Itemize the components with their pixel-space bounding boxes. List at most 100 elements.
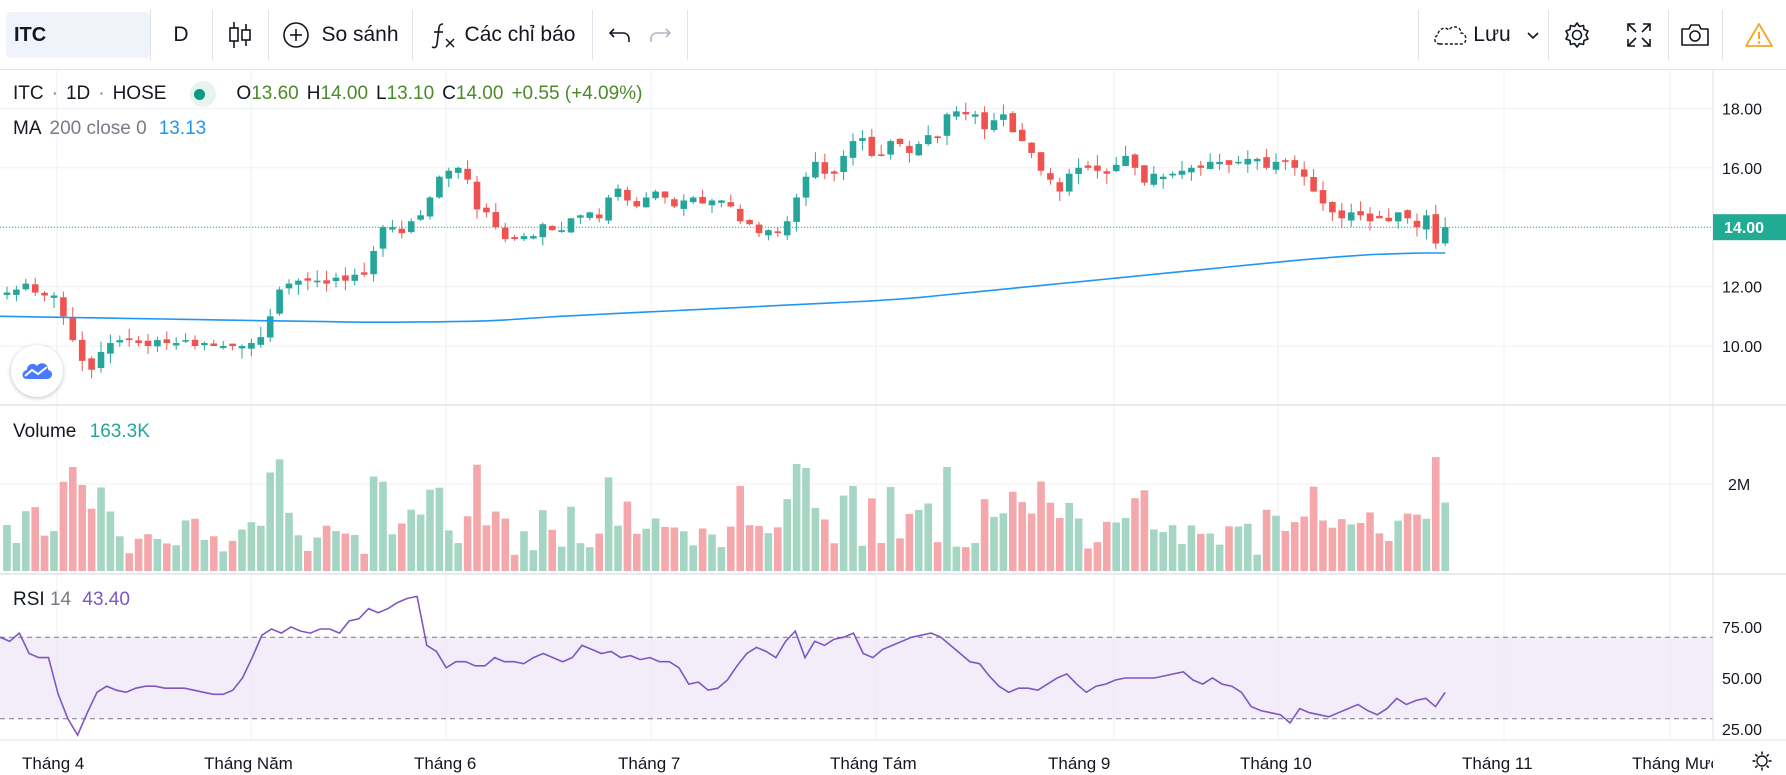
redo-button[interactable] xyxy=(640,0,680,70)
rsi-legend[interactable]: RSI 14 43.40 xyxy=(13,589,130,611)
volume-bar xyxy=(69,466,77,571)
tradingview-logo-button[interactable] xyxy=(11,345,63,397)
volume-bars xyxy=(3,457,1449,571)
undo-button[interactable] xyxy=(600,0,640,70)
candle xyxy=(1244,150,1252,173)
redo-icon xyxy=(650,28,672,42)
candle xyxy=(671,197,678,209)
candle-body xyxy=(671,199,678,207)
fullscreen-button[interactable] xyxy=(1614,0,1664,70)
open-value: 13.60 xyxy=(251,83,299,104)
volume-bar xyxy=(31,507,39,571)
candle-body xyxy=(661,191,669,198)
volume-bar xyxy=(933,542,942,571)
volume-bar xyxy=(1009,491,1017,571)
candle-body xyxy=(389,227,396,230)
candle xyxy=(877,144,885,157)
volume-bar xyxy=(445,530,453,571)
candle-body xyxy=(1018,129,1026,142)
candle xyxy=(163,331,171,350)
volume-bar xyxy=(698,528,707,571)
volume-bar xyxy=(604,477,613,571)
candle xyxy=(1018,123,1026,142)
candle xyxy=(332,272,340,288)
indicators-button[interactable]: Các chỉ báo xyxy=(412,0,592,70)
candle-body xyxy=(285,283,293,289)
save-layout-button[interactable]: Lưu xyxy=(1424,0,1548,70)
toolbar-divider xyxy=(412,10,413,60)
candle-body xyxy=(1216,161,1223,165)
volume-bar xyxy=(642,528,650,571)
ma-legend[interactable]: MA 200 close 0 13.13 xyxy=(13,118,214,140)
volume-bar xyxy=(1084,548,1092,571)
time-tick-label: Tháng Năm xyxy=(204,754,293,773)
candle-body xyxy=(1423,215,1430,230)
volume-bar xyxy=(473,464,481,571)
candle xyxy=(219,340,227,350)
candle-body xyxy=(125,338,133,341)
volume-bar xyxy=(783,499,791,571)
candle xyxy=(116,335,124,347)
candle-body xyxy=(511,237,518,240)
volume-bar xyxy=(1385,540,1393,571)
candle-body xyxy=(652,191,659,199)
volume-bar xyxy=(257,525,265,571)
candle-body xyxy=(210,343,218,346)
volume-bar xyxy=(163,543,171,571)
candle-body xyxy=(1206,161,1214,170)
candle xyxy=(953,106,960,121)
candle-body xyxy=(182,340,189,342)
candle xyxy=(1385,208,1393,223)
candle-body xyxy=(802,176,810,198)
candle-body xyxy=(492,212,500,228)
open-label: O xyxy=(236,83,252,104)
candle-body xyxy=(191,339,199,346)
candle-body xyxy=(464,168,471,180)
candle xyxy=(426,196,434,220)
chart-type-button[interactable] xyxy=(212,0,268,70)
warning-button[interactable] xyxy=(1744,0,1786,70)
candle xyxy=(924,125,932,146)
candle xyxy=(1131,153,1139,176)
candle-body xyxy=(3,292,11,295)
candles-icon xyxy=(229,22,251,48)
market-status-indicator[interactable] xyxy=(190,81,217,107)
candle-body xyxy=(595,214,603,219)
candle xyxy=(990,112,998,133)
volume-bar xyxy=(219,551,227,571)
candle xyxy=(981,106,988,140)
volume-label: Volume xyxy=(13,421,77,442)
price-tick-label: 18.00 xyxy=(1722,101,1762,118)
volume-bar xyxy=(1121,517,1130,571)
candle-body xyxy=(718,200,725,203)
candle-body xyxy=(116,340,124,343)
candle xyxy=(492,202,500,230)
candle-body xyxy=(1094,165,1101,171)
candle-body xyxy=(163,339,171,344)
candle xyxy=(605,194,612,224)
symbol-search-button[interactable]: ITC xyxy=(6,12,150,58)
interval-button[interactable]: D xyxy=(150,0,212,70)
volume-bar xyxy=(200,540,209,571)
pane-dividers xyxy=(0,70,1786,741)
fullscreen-icon xyxy=(1627,23,1651,47)
volume-bar xyxy=(40,535,49,571)
volume-legend[interactable]: Volume 163.3K xyxy=(13,421,150,443)
candle xyxy=(285,279,293,295)
compare-button[interactable]: So sánh xyxy=(268,0,412,70)
legend-exchange: HOSE xyxy=(112,83,167,104)
candle xyxy=(915,141,923,157)
candle xyxy=(22,278,30,291)
volume-bar xyxy=(1037,481,1045,571)
candle-body xyxy=(520,236,528,240)
candle-body xyxy=(633,201,641,207)
candle xyxy=(1169,171,1176,179)
candle xyxy=(1150,166,1158,187)
volume-bar xyxy=(134,538,143,571)
candle xyxy=(699,189,706,204)
candle xyxy=(323,270,330,292)
snapshot-button[interactable] xyxy=(1670,0,1720,70)
candle-body xyxy=(379,227,387,249)
settings-button[interactable] xyxy=(1552,0,1602,70)
